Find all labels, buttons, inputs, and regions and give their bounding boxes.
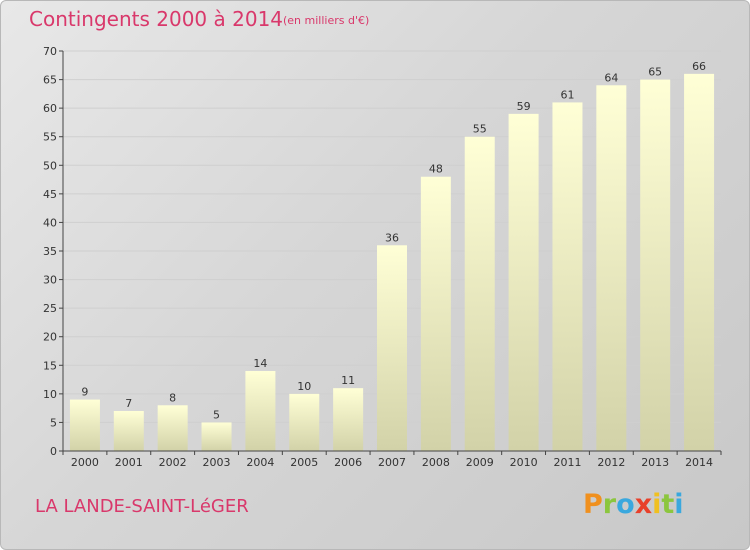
data-label: 8	[169, 391, 176, 404]
x-tick-label: 2012	[597, 456, 625, 469]
y-tick-label: 0	[50, 445, 57, 458]
y-tick-label: 30	[43, 274, 57, 287]
y-tick-label: 70	[43, 45, 57, 58]
data-label: 5	[213, 408, 220, 421]
logo-letter: o	[616, 489, 635, 520]
data-label: 36	[385, 231, 399, 244]
commune-name: LA LANDE-SAINT-LéGER	[35, 496, 249, 517]
bar	[245, 371, 276, 451]
y-tick-label: 55	[43, 131, 57, 144]
bar	[377, 245, 407, 451]
data-label: 59	[517, 100, 531, 113]
x-tick-label: 2010	[510, 456, 538, 469]
y-tick-label: 5	[50, 416, 57, 429]
y-tick-label: 40	[43, 216, 57, 229]
y-tick-label: 65	[43, 74, 57, 87]
bar	[596, 85, 627, 452]
y-tick-label: 50	[43, 159, 57, 172]
axes	[59, 50, 722, 455]
logo-letter: P	[583, 489, 603, 520]
logo-letter: x	[634, 489, 653, 520]
chart-unit-label: (en milliers d'€)	[283, 14, 370, 27]
data-label: 48	[429, 163, 443, 176]
logo-letter: i	[652, 489, 662, 520]
bar	[69, 399, 100, 451]
data-label: 11	[341, 374, 355, 387]
x-tick-label: 2013	[641, 456, 669, 469]
x-tick-label: 2006	[334, 456, 362, 469]
bar	[552, 102, 583, 451]
bar	[157, 405, 188, 451]
y-tick-label: 15	[43, 359, 57, 372]
logo-letter: i	[674, 489, 684, 520]
y-tick-label: 20	[43, 331, 57, 344]
data-label: 9	[81, 386, 88, 399]
bar	[420, 176, 451, 451]
data-label: 61	[560, 88, 574, 101]
chart-title: Contingents 2000 à 2014	[29, 7, 284, 31]
bar	[333, 388, 364, 451]
x-tick-label: 2014	[685, 456, 713, 469]
y-tick-label: 60	[43, 102, 57, 115]
bar	[201, 422, 232, 451]
bars	[69, 73, 715, 452]
x-tick-label: 2004	[246, 456, 274, 469]
data-label: 7	[125, 397, 132, 410]
bar	[508, 113, 539, 451]
bar	[464, 136, 495, 451]
y-tick-label: 25	[43, 302, 57, 315]
x-tick-label: 2001	[115, 456, 143, 469]
logo-letter: t	[661, 489, 675, 520]
data-label: 66	[692, 60, 706, 73]
data-label: 10	[297, 380, 311, 393]
x-tick-label: 2009	[466, 456, 494, 469]
x-tick-label: 2008	[422, 456, 450, 469]
x-tick-label: 2003	[203, 456, 231, 469]
bar	[684, 73, 715, 451]
x-tick-label: 2005	[290, 456, 318, 469]
logo-letter: r	[602, 489, 617, 520]
x-tick-label: 2002	[159, 456, 187, 469]
y-tick-label: 45	[43, 188, 57, 201]
data-label: 55	[473, 123, 487, 136]
bar	[289, 393, 320, 451]
y-tick-label: 10	[43, 388, 57, 401]
bar	[640, 79, 671, 452]
bar	[113, 411, 144, 451]
data-label: 14	[253, 357, 267, 370]
data-label: 64	[604, 71, 618, 84]
x-tick-label: 2000	[71, 456, 99, 469]
x-tick-label: 2007	[378, 456, 406, 469]
data-label: 65	[648, 66, 662, 79]
x-tick-label: 2011	[553, 456, 581, 469]
y-tick-label: 35	[43, 245, 57, 258]
labels: 0 5 10 15 20 25 30 35 40 45 50 55 60 65 70 2000 9 2001 7 20…	[43, 45, 713, 469]
proxiti-logo: Proxiti	[583, 489, 684, 520]
